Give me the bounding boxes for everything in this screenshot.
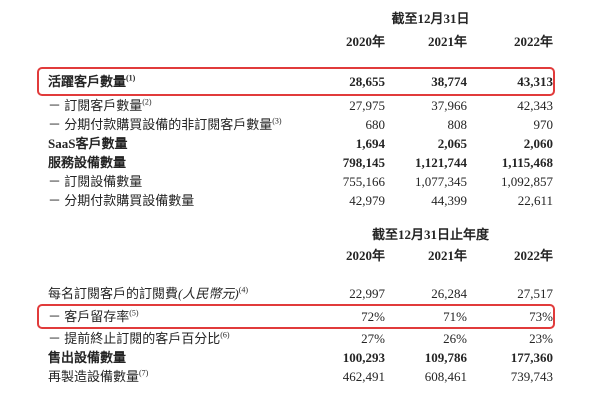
row-value-2021: 808: [447, 117, 468, 132]
row-value-2021: 71%: [443, 309, 467, 324]
row-value-2021: 2,065: [437, 136, 467, 151]
row-value-2022: 73%: [529, 309, 553, 324]
row-value-2021: 44,399: [431, 193, 467, 208]
row-value-2020: 42,979: [349, 193, 385, 208]
row-value-2021: 608,461: [424, 369, 467, 384]
footnote-marker: (5): [129, 308, 139, 318]
row-value-2022: 177,360: [510, 350, 553, 365]
year-column-header: 2020年: [345, 34, 385, 49]
row-value-2022: 739,743: [510, 369, 553, 384]
customer-device-metrics-table: 截至12月31日 2020年 2021年 2022年 活躍客戶數量(1) 28,6…: [37, 10, 555, 210]
row-value-2022: 43,313: [517, 74, 553, 89]
row-value-2022: 970: [533, 117, 554, 132]
row-label: － 提前終止訂閱的客戶百分比(6): [48, 330, 230, 346]
row-value-2022: 22,611: [517, 193, 553, 208]
row-label: － 客戶留存率(5): [48, 308, 139, 324]
row-label: 再製造設備數量(7): [48, 368, 149, 384]
row-label: － 分期付款購買設備數量: [48, 193, 195, 208]
years-header-spacer: [48, 33, 300, 51]
year-column-header: 2022年: [513, 34, 553, 49]
table-row: 服務設備數量 798,145 1,121,744 1,115,468: [37, 153, 555, 172]
row-label: 活躍客戶數量(1): [48, 73, 136, 89]
highlight-box: 活躍客戶數量(1) 28,655 38,774 43,313: [37, 67, 555, 96]
table-row: － 訂閱客戶數量(2) 27,975 37,966 42,343: [37, 96, 555, 115]
row-value-2020: 28,655: [349, 74, 385, 89]
row-value-2020: 462,491: [342, 369, 385, 384]
row-value-2020: 680: [365, 117, 386, 132]
row-value-2022: 1,092,857: [501, 174, 553, 189]
years-header-row: 2020年 2021年 2022年: [37, 33, 555, 51]
period-header: 截至12月31日止年度: [371, 227, 489, 242]
table-row: － 分期付款購買設備數量 42,979 44,399 22,611: [37, 191, 555, 210]
year-column-header: 2020年: [345, 248, 385, 263]
table-row: 再製造設備數量(7) 462,491 608,461 739,743: [37, 367, 555, 386]
table-rows: 每名訂閱客戶的訂閱費(人民幣元)(4) 22,997 26,284 27,517 － 客…: [37, 284, 555, 386]
highlight-box: － 客戶留存率(5) 72% 71% 73%: [37, 304, 555, 329]
table-row: － 客戶留存率(5) 72% 71% 73%: [39, 307, 553, 326]
row-label: － 訂閱設備數量: [48, 174, 143, 189]
footnote-marker: (7): [139, 368, 149, 378]
row-value-2021: 26,284: [431, 286, 467, 301]
row-value-2022: 42,343: [517, 98, 553, 113]
row-value-2020: 22,997: [349, 286, 385, 301]
footnote-marker: (6): [220, 330, 230, 340]
row-label: SaaS客戶數量: [48, 136, 128, 151]
period-header: 截至12月31日: [391, 11, 470, 26]
year-column-header: 2021年: [427, 34, 467, 49]
year-column-header: 2022年: [513, 248, 553, 263]
row-value-2022: 27,517: [517, 286, 553, 301]
row-value-2020: 100,293: [342, 350, 385, 365]
years-header-spacer: [48, 247, 300, 265]
row-value-2021: 37,966: [431, 98, 467, 113]
row-value-2022: 23%: [529, 331, 553, 346]
footnote-marker: (1): [126, 73, 136, 83]
row-value-2020: 27,975: [349, 98, 385, 113]
footnote-marker: (3): [272, 116, 282, 126]
row-value-2020: 1,694: [355, 136, 385, 151]
table-row: － 分期付款購買設備的非訂閱客戶數量(3) 680 808 970: [37, 115, 555, 134]
row-value-2022: 1,115,468: [501, 155, 553, 170]
table-rows: 活躍客戶數量(1) 28,655 38,774 43,313 － 訂閱客戶數量(2) 27…: [37, 67, 555, 210]
table-row: SaaS客戶數量 1,694 2,065 2,060: [37, 134, 555, 153]
footnote-marker: (2): [142, 97, 152, 107]
subscription-metrics-table: 截至12月31日止年度 2020年 2021年 2022年 每名訂閱客戶的訂閱費…: [37, 226, 555, 386]
table-row: 每名訂閱客戶的訂閱費(人民幣元)(4) 22,997 26,284 27,517: [37, 284, 555, 303]
row-value-2021: 1,121,744: [415, 155, 467, 170]
row-label: 服務設備數量: [48, 155, 127, 170]
row-value-2022: 2,060: [523, 136, 553, 151]
row-value-2021: 109,786: [424, 350, 467, 365]
row-label: 售出設備數量: [48, 350, 127, 365]
table-row: 活躍客戶數量(1) 28,655 38,774 43,313: [39, 72, 553, 91]
table-row: － 訂閱設備數量 755,166 1,077,345 1,092,857: [37, 172, 555, 191]
row-label: 每名訂閱客戶的訂閱費(人民幣元)(4): [48, 285, 249, 301]
table-row: － 提前終止訂閱的客戶百分比(6) 27% 26% 23%: [37, 329, 555, 348]
row-value-2020: 72%: [361, 309, 385, 324]
years-header-row: 2020年 2021年 2022年: [37, 247, 555, 265]
row-label: － 分期付款購買設備的非訂閱客戶數量(3): [48, 116, 282, 132]
footnote-marker: (4): [238, 285, 249, 295]
row-label-paren: (人民幣元): [178, 286, 239, 301]
row-value-2021: 26%: [443, 331, 467, 346]
row-value-2021: 38,774: [431, 74, 467, 89]
row-value-2020: 755,166: [342, 174, 385, 189]
row-value-2021: 1,077,345: [415, 174, 467, 189]
year-column-header: 2021年: [427, 248, 467, 263]
table-row: 售出設備數量 100,293 109,786 177,360: [37, 348, 555, 367]
row-value-2020: 27%: [361, 331, 385, 346]
row-label: － 訂閱客戶數量(2): [48, 97, 152, 113]
row-value-2020: 798,145: [342, 155, 385, 170]
